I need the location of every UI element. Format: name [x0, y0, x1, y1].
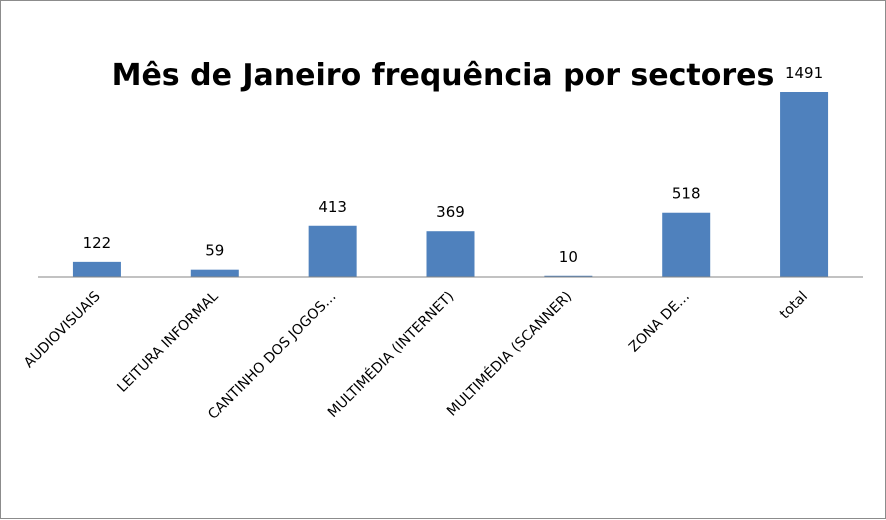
data-label-6: 1491: [785, 64, 823, 82]
bar-0: [72, 261, 121, 277]
bar-5: [662, 212, 711, 277]
category-label-3: MULTIMÉDIA (INTERNET): [324, 288, 457, 421]
bar-6: [780, 92, 829, 277]
category-label-4: MULTIMÉDIA (SCANNER): [443, 288, 575, 420]
data-label-4: 10: [559, 248, 578, 266]
category-label-6: total: [777, 289, 811, 323]
data-label-3: 369: [436, 203, 465, 221]
bars-group: [72, 92, 829, 277]
data-labels-group: 122 59 413 369 10 518 1491: [83, 64, 824, 266]
data-label-1: 59: [205, 242, 224, 260]
bar-2: [308, 225, 357, 277]
chart-title: Mês de Janeiro frequência por sectores: [112, 58, 775, 93]
category-label-2: CANTINHO DOS JOGOS…: [205, 289, 339, 423]
data-label-2: 413: [318, 198, 347, 216]
category-label-1: LEITURA INFORMAL: [114, 288, 221, 395]
category-label-5: ZONA DE…: [626, 289, 693, 356]
bar-3: [426, 231, 475, 277]
data-label-0: 122: [83, 234, 112, 252]
category-label-0: AUDIOVISUAIS: [21, 288, 104, 371]
data-label-5: 518: [672, 185, 701, 203]
bar-1: [190, 269, 239, 277]
bar-4: [544, 275, 593, 277]
